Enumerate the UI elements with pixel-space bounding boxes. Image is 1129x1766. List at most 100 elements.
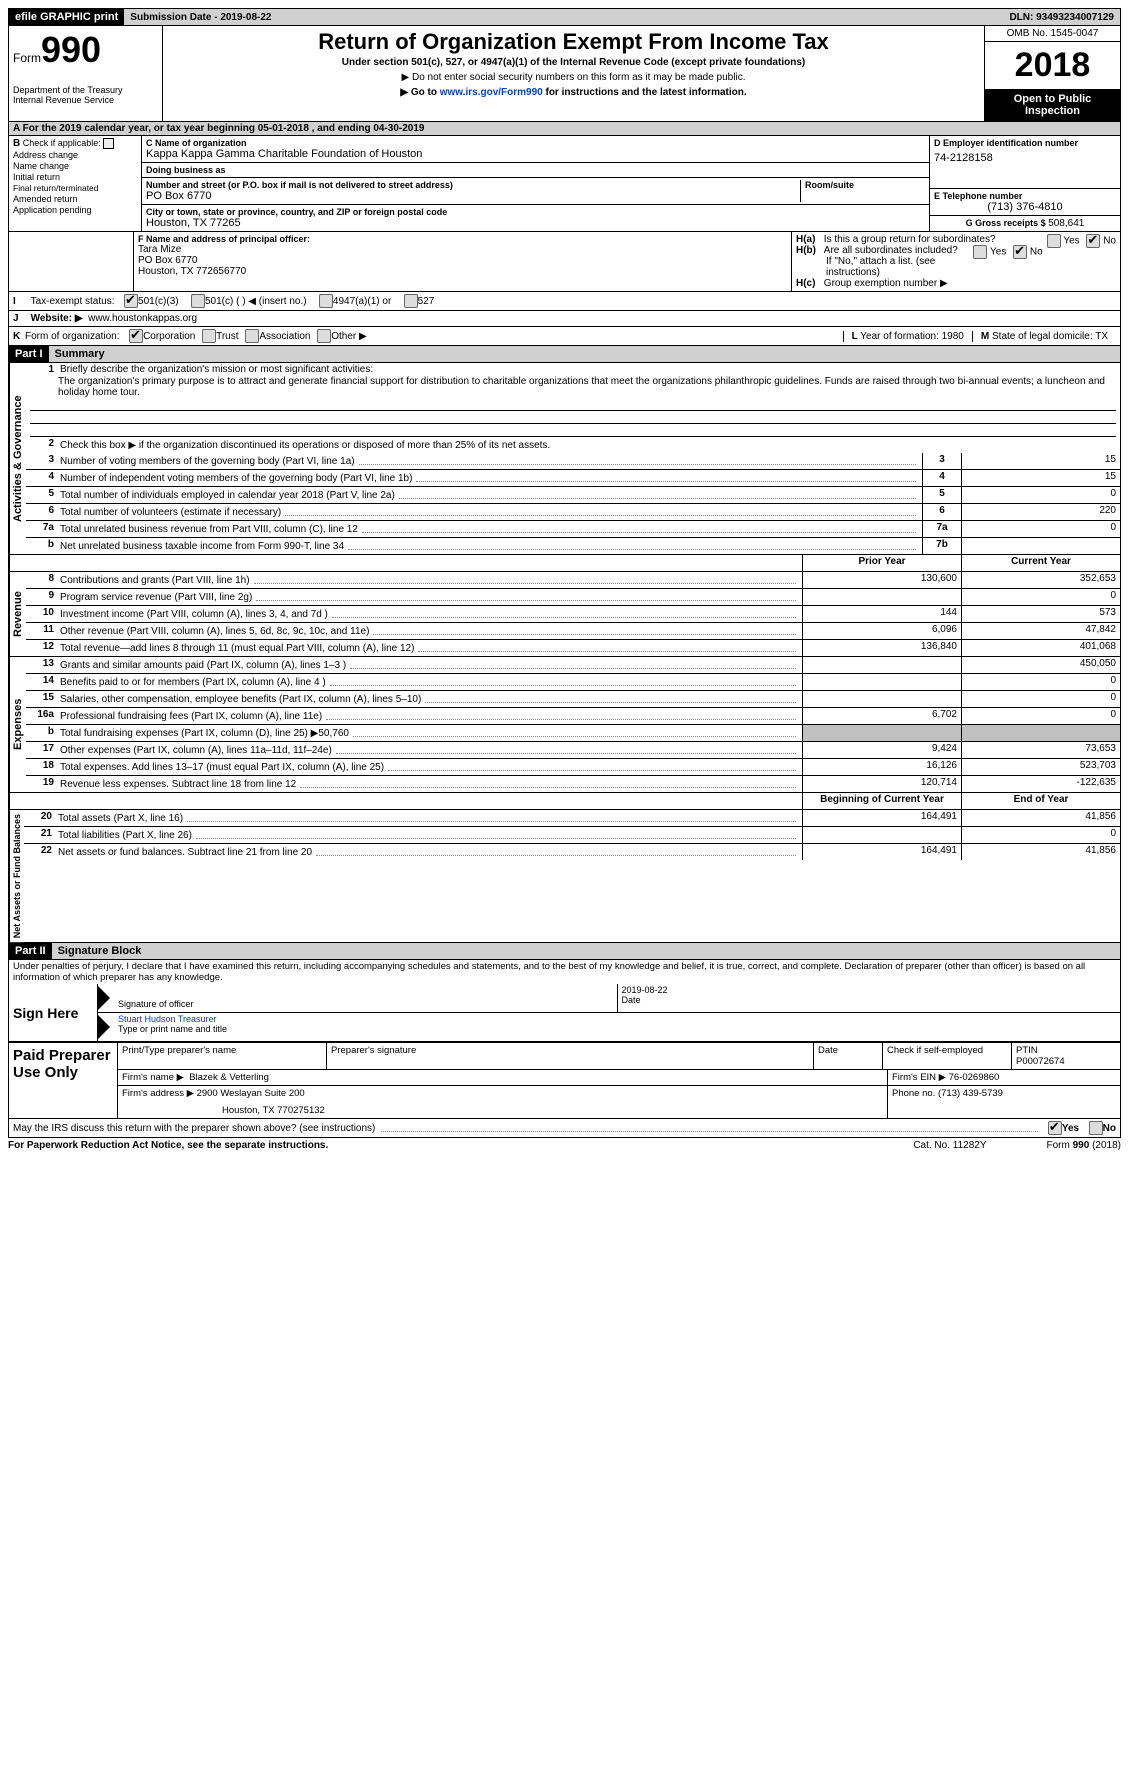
irs-link[interactable]: www.irs.gov/Form990	[440, 87, 543, 98]
prior-year-header: Prior Year	[802, 555, 961, 571]
check-if-applicable: Check if applicable:	[23, 138, 101, 148]
ag-lines: 1 Briefly describe the organization's mi…	[26, 363, 1120, 554]
line-value: 220	[961, 504, 1120, 520]
blank-line	[30, 424, 1116, 437]
current-value: 0	[961, 589, 1120, 605]
ptin-cell: PTIN P00072674	[1012, 1043, 1120, 1069]
net-lines: 20 Total assets (Part X, line 16) 164,49…	[24, 810, 1120, 942]
current-value: 450,050	[961, 657, 1120, 673]
hb-note: If "No," attach a list. (see instruction…	[796, 256, 1116, 278]
gross-value: 508,641	[1048, 218, 1084, 229]
501c-check[interactable]	[191, 294, 205, 308]
hc-label: H(c)	[796, 278, 815, 289]
paid-preparer: Paid Preparer Use Only Print/Type prepar…	[8, 1043, 1121, 1119]
line-text: Total number of volunteers (estimate if …	[58, 504, 922, 520]
line-num: 18	[26, 759, 58, 775]
section-revenue: Revenue 8 Contributions and grants (Part…	[8, 572, 1121, 657]
discuss-no-check[interactable]	[1089, 1121, 1103, 1135]
prep-date-label: Date	[814, 1043, 883, 1069]
527-check[interactable]	[404, 294, 418, 308]
current-value: 0	[961, 708, 1120, 724]
begin-year-header: Beginning of Current Year	[802, 793, 961, 809]
line-text: Total unrelated business revenue from Pa…	[58, 521, 922, 537]
line-num: 4	[26, 470, 58, 486]
opt-other: Other ▶	[331, 331, 366, 342]
line-text: Investment income (Part VIII, column (A)…	[58, 606, 802, 622]
line-num: 19	[26, 776, 58, 792]
officer-name-title[interactable]: Stuart Hudson Treasurer	[118, 1014, 217, 1024]
check-if-label: Check if self-employed	[887, 1045, 983, 1056]
sig-officer-cell: Signature of officer	[114, 984, 618, 1012]
opt-527: 527	[418, 296, 435, 307]
line-text: Total assets (Part X, line 16)	[56, 810, 802, 826]
column-d: D Employer identification number 74-2128…	[929, 136, 1120, 231]
trust-check[interactable]	[202, 329, 216, 343]
l-text: Year of formation:	[860, 331, 941, 342]
line-num: 16a	[26, 708, 58, 724]
form-header: Form990 Department of the Treasury Inter…	[8, 26, 1121, 122]
other-check[interactable]	[317, 329, 331, 343]
form-subtitle2a: ▶ Do not enter social security numbers o…	[167, 72, 980, 83]
end-year-header: End of Year	[961, 793, 1120, 809]
current-value: 352,653	[961, 572, 1120, 588]
corp-check[interactable]	[129, 329, 143, 343]
line-text: Total expenses. Add lines 13–17 (must eq…	[58, 759, 802, 775]
dln-value: 93493234007129	[1036, 12, 1114, 23]
chk-address-change: Address change	[13, 150, 137, 160]
part2-title: Signature Block	[52, 943, 1120, 959]
current-value: 523,703	[961, 759, 1120, 775]
chk-amended-return: Amended return	[13, 194, 137, 204]
topbar: efile GRAPHIC print Submission Date - 20…	[8, 8, 1121, 26]
ha-no-check[interactable]	[1086, 234, 1100, 248]
line-text: Other revenue (Part VIII, column (A), li…	[58, 623, 802, 639]
ha-yes-check[interactable]	[1047, 234, 1061, 248]
4947-check[interactable]	[319, 294, 333, 308]
line-value: 0	[961, 487, 1120, 503]
no-label3: No	[1103, 1123, 1116, 1134]
discuss-yes-check[interactable]	[1048, 1121, 1062, 1135]
prior-value: 6,702	[802, 708, 961, 724]
hb-yes-check[interactable]	[973, 245, 987, 259]
line2-label: Check this box ▶ if the organization dis…	[60, 440, 550, 451]
ha-text: Is this a group return for subordinates?	[824, 234, 996, 245]
line-num: 15	[26, 691, 58, 707]
submission-date: Submission Date - 2019-08-22	[124, 10, 277, 25]
gross-label: G Gross receipts $	[966, 218, 1049, 228]
501c3-check[interactable]	[124, 294, 138, 308]
checkbox-icon[interactable]	[103, 138, 114, 149]
current-value: 0	[961, 691, 1120, 707]
line-text: Total revenue—add lines 8 through 11 (mu…	[58, 640, 802, 656]
prior-value: 164,491	[802, 810, 961, 826]
vert-spacer	[9, 555, 14, 571]
rev-header-row: Prior Year Current Year	[8, 555, 1121, 572]
line-box: 5	[922, 487, 961, 503]
blank	[46, 555, 802, 571]
form-subtitle1: Under section 501(c), 527, or 4947(a)(1)…	[167, 57, 980, 68]
prior-value	[802, 691, 961, 707]
revenue-lines: 8 Contributions and grants (Part VIII, l…	[26, 572, 1120, 656]
line-text: Benefits paid to or for members (Part IX…	[58, 674, 802, 690]
part1-header: Part I Summary	[8, 346, 1121, 363]
ag-line-b: b Net unrelated business taxable income …	[26, 538, 1120, 554]
tax-year-end: 04-30-2019	[373, 123, 424, 134]
m-box: M State of legal domicile: TX	[972, 331, 1116, 342]
opt-trust: Trust	[216, 331, 238, 342]
blank	[14, 555, 46, 571]
line-box: 4	[922, 470, 961, 486]
ein-value: 74-2128158	[934, 152, 1116, 164]
firm-name-label: Firm's name ▶	[122, 1072, 184, 1083]
line-10: 10 Investment income (Part VIII, column …	[26, 606, 1120, 623]
hb-no-check[interactable]	[1013, 245, 1027, 259]
column-c: C Name of organization Kappa Kappa Gamma…	[141, 136, 929, 231]
line-box: 7a	[922, 521, 961, 537]
assoc-check[interactable]	[245, 329, 259, 343]
prep-sig-label: Preparer's signature	[327, 1043, 814, 1069]
line-8: 8 Contributions and grants (Part VIII, l…	[26, 572, 1120, 589]
b-label: B	[13, 138, 20, 149]
hb-label: H(b)	[796, 245, 816, 256]
name-title-cell: Stuart Hudson Treasurer Type or print na…	[114, 1013, 1120, 1041]
l-box: L Year of formation: 1980	[843, 331, 972, 342]
line-num: 13	[26, 657, 58, 673]
ein-label: D Employer identification number	[934, 138, 1116, 148]
form-title-box: Return of Organization Exempt From Incom…	[163, 26, 984, 121]
